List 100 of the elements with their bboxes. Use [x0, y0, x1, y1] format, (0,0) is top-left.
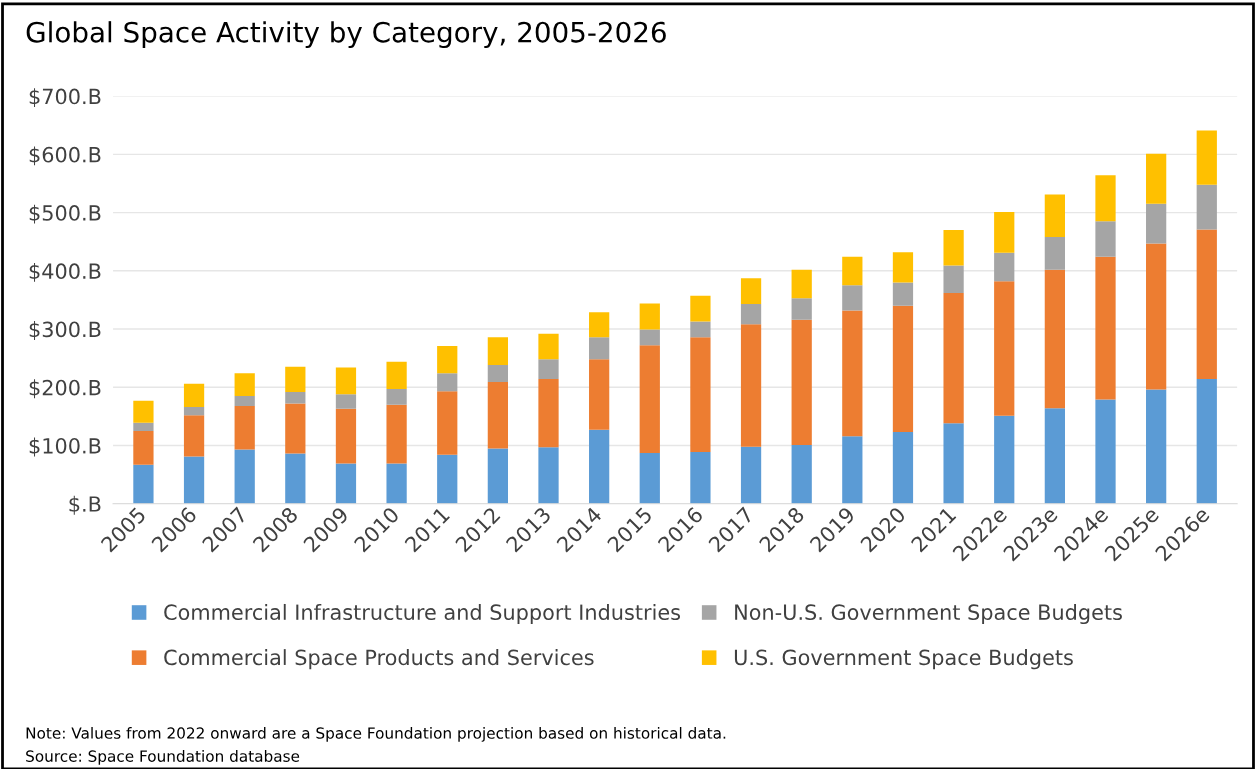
bar — [1095, 221, 1116, 257]
bar — [639, 345, 660, 454]
bar — [437, 454, 458, 504]
bar — [740, 303, 762, 325]
bar — [690, 451, 711, 504]
bar — [1146, 203, 1167, 244]
y-tick-label: $500.B — [29, 204, 101, 224]
bar — [1044, 408, 1065, 504]
y-tick-label: $100.B — [29, 437, 101, 457]
bar — [1146, 153, 1167, 204]
bar — [690, 321, 711, 338]
legend-label: Commercial Space Products and Services — [164, 649, 594, 670]
bar — [892, 305, 914, 433]
bar — [791, 319, 812, 445]
bar — [285, 453, 306, 504]
bar — [1044, 194, 1065, 238]
bar — [589, 312, 610, 338]
bar — [690, 295, 711, 322]
y-tick-label: $700.B — [29, 88, 101, 108]
bar — [1095, 399, 1116, 504]
bar — [842, 436, 863, 504]
bar — [842, 256, 863, 286]
bar — [386, 404, 407, 464]
bar — [437, 391, 458, 455]
y-tick-label: $300.B — [29, 321, 101, 340]
bar — [487, 448, 508, 504]
bar — [183, 456, 205, 504]
bar — [386, 463, 407, 504]
bar — [183, 415, 205, 457]
bar — [994, 252, 1015, 282]
bar — [842, 310, 863, 437]
bar — [1044, 237, 1065, 270]
y-tick-label: $400.B — [29, 262, 101, 282]
bar — [1196, 229, 1217, 380]
bar — [285, 366, 306, 392]
bar — [234, 405, 255, 450]
bar — [1095, 256, 1116, 400]
bar — [1044, 269, 1065, 409]
bar — [386, 388, 407, 405]
bar — [437, 373, 458, 392]
legend-label: Commercial Infrastructure and Support Industries — [164, 603, 681, 625]
bar — [335, 463, 357, 504]
bar — [538, 359, 559, 380]
chart-title: Global Space Activity by Category, 2005-2026 — [26, 21, 666, 49]
y-tick-label: $600.B — [29, 146, 101, 166]
bar — [437, 345, 458, 374]
legend-label: U.S. Government Space Budgets — [734, 649, 1073, 670]
source-note: Source: Space Foundation database — [26, 750, 300, 765]
bar — [740, 446, 762, 504]
bar — [791, 444, 812, 504]
bar — [892, 282, 914, 306]
bar — [589, 429, 610, 504]
bar — [285, 391, 306, 404]
bar — [1196, 379, 1217, 504]
bar — [943, 265, 964, 293]
y-tick-label: $200.B — [29, 379, 101, 399]
bar — [892, 252, 914, 283]
bar — [1196, 130, 1217, 185]
bar — [487, 382, 508, 449]
bar — [487, 365, 508, 383]
bar — [943, 230, 964, 266]
bar — [234, 395, 255, 406]
bar — [1146, 389, 1167, 504]
bar — [892, 432, 914, 504]
bar — [943, 292, 964, 424]
bar — [740, 324, 762, 447]
bar — [1095, 175, 1116, 222]
bar — [639, 453, 660, 504]
bar — [1196, 184, 1217, 230]
bar — [639, 303, 660, 330]
bar — [335, 408, 357, 464]
bar — [183, 407, 205, 416]
bar — [994, 281, 1015, 416]
bar — [994, 415, 1015, 504]
bar — [487, 337, 508, 366]
bar — [1146, 243, 1167, 390]
bar — [538, 447, 559, 504]
bar — [690, 337, 711, 452]
y-tick-label: $.B — [69, 495, 101, 515]
bar — [538, 333, 559, 360]
bar — [285, 403, 306, 454]
bar — [994, 211, 1015, 253]
bar — [133, 430, 154, 465]
bar — [589, 359, 610, 430]
legend-label: Non-U.S. Government Space Budgets — [735, 603, 1122, 625]
bar — [639, 329, 660, 346]
bar — [234, 449, 255, 504]
bar — [386, 361, 407, 389]
bar — [740, 278, 762, 304]
bar — [133, 464, 154, 504]
bar — [335, 394, 357, 409]
bar — [234, 373, 255, 396]
bar — [133, 422, 154, 431]
bar — [589, 337, 610, 360]
bar — [538, 379, 559, 448]
bar — [791, 269, 812, 299]
bar — [943, 423, 964, 504]
bar — [842, 285, 863, 311]
text: Note: Values from 2022 onward are a Space Foundation projection based on historical data. — [26, 727, 726, 742]
bar — [335, 367, 357, 395]
